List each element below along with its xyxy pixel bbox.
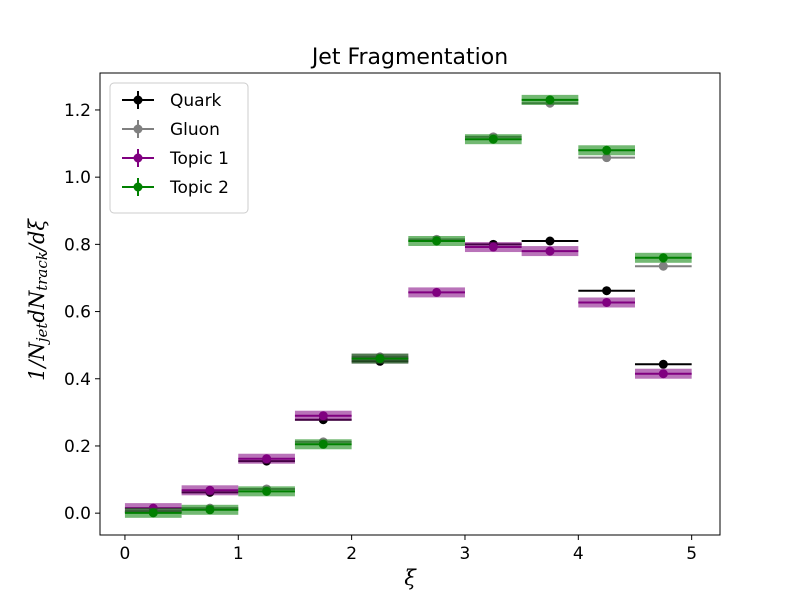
chart-title: Jet Fragmentation: [310, 45, 508, 70]
y-tick-label: 0.8: [64, 235, 91, 255]
data-point: [318, 411, 328, 421]
data-point: [488, 242, 498, 252]
legend-box: [109, 82, 249, 214]
y-axis-label-part: 1/N: [25, 342, 49, 381]
y-tick-label: 0.2: [64, 437, 91, 457]
data-point: [262, 486, 272, 496]
data-point: [488, 134, 498, 144]
y-tick-label: 0.0: [64, 504, 91, 524]
x-tick-label: 4: [573, 544, 584, 564]
chart-marks: [124, 94, 692, 518]
y-tick-label: 1.2: [64, 101, 91, 121]
y-axis-label-part: track: [33, 251, 51, 291]
series-topic-1: [124, 242, 692, 514]
y-axis-label: 1/NjetdNtrack/dξ: [25, 218, 51, 381]
data-point: [602, 145, 612, 155]
legend-label: Quark: [170, 91, 222, 111]
data-point: [205, 485, 215, 495]
legend-label: Topic 1: [169, 149, 229, 169]
data-point: [545, 95, 555, 105]
plot-frame: [99, 72, 721, 536]
x-tick-label: 0: [120, 544, 131, 564]
legend-marker: [133, 153, 143, 163]
data-point: [318, 439, 328, 449]
x-tick-label: 5: [686, 544, 697, 564]
series-quark: [124, 236, 692, 516]
data-point: [658, 253, 668, 263]
y-tick-label: 1.0: [64, 168, 91, 188]
legend-marker: [133, 124, 143, 134]
data-point: [545, 236, 555, 246]
data-point: [658, 261, 668, 271]
data-point: [262, 454, 272, 464]
y-axis-label-part: dN: [25, 290, 49, 322]
data-point: [602, 286, 612, 296]
data-point: [545, 246, 555, 256]
x-tick-label: 3: [460, 544, 471, 564]
chart-axes: 0 1 2 3 4 5 0.0 0.2 0.4 0.6 0.8 1.0 1.2: [64, 72, 721, 564]
data-point: [432, 236, 442, 246]
data-point: [205, 505, 215, 515]
legend-label: Gluon: [170, 120, 220, 140]
legend-marker: [133, 182, 143, 192]
x-axis-label: ξ: [404, 566, 417, 590]
data-point: [658, 359, 668, 369]
series-topic-2: [124, 94, 692, 518]
data-point: [602, 153, 612, 163]
data-point: [375, 354, 385, 364]
y-tick-label: 0.4: [64, 370, 91, 390]
legend-label: Topic 2: [169, 178, 229, 198]
y-tick-label: 0.6: [64, 303, 91, 323]
legend-marker: [133, 95, 143, 105]
x-tick-label: 2: [346, 544, 357, 564]
y-axis-label-part: /dξ: [25, 218, 49, 254]
legend-item: Quark: [122, 91, 222, 111]
data-point: [432, 287, 442, 297]
chart-legend: Quark Gluon Topic 1 Topic 2: [109, 82, 249, 214]
data-point: [658, 369, 668, 379]
data-point: [148, 508, 158, 518]
legend-item: Gluon: [122, 120, 220, 140]
x-tick-label: 1: [233, 544, 244, 564]
y-axis-label-part: jet: [33, 322, 51, 346]
legend-item: Topic 1: [122, 149, 229, 169]
legend-item: Topic 2: [122, 178, 229, 198]
data-point: [602, 297, 612, 307]
